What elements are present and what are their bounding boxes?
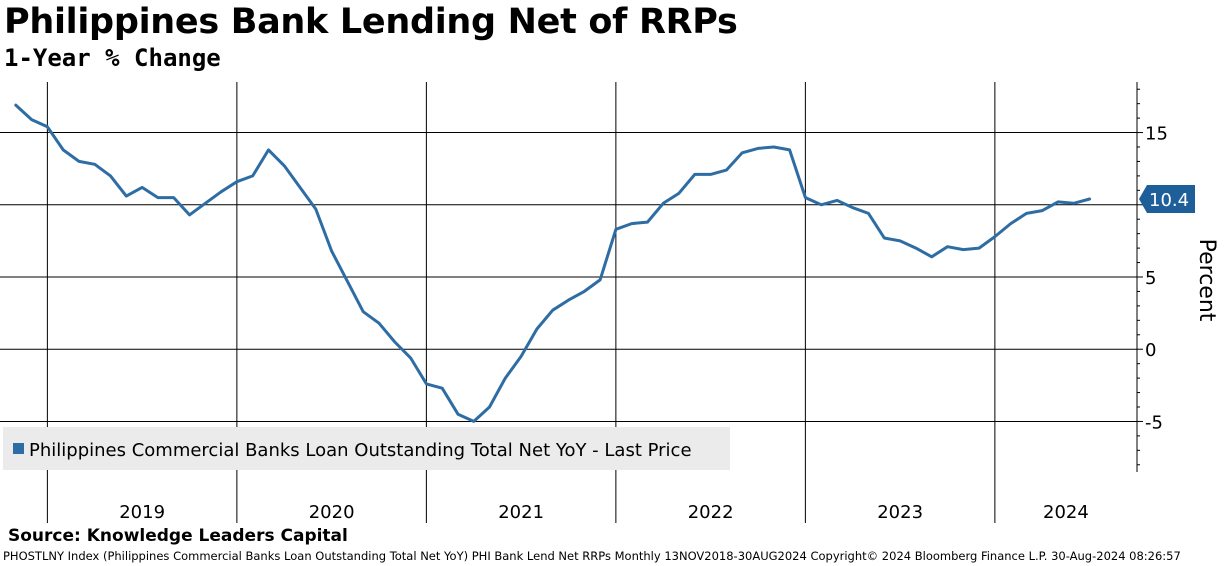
x-tick-label: 2021 bbox=[498, 502, 544, 523]
last-value-badge: 10.4 bbox=[1139, 185, 1195, 213]
x-tick-label: 2024 bbox=[1043, 502, 1089, 523]
series-line bbox=[14, 103, 1092, 423]
y-tick-label: 0 bbox=[1145, 340, 1156, 361]
legend: Philippines Commercial Banks Loan Outsta… bbox=[3, 427, 730, 470]
footer-note: PHOSTLNY Index (Philippines Commercial B… bbox=[3, 549, 1181, 563]
legend-label: Philippines Commercial Banks Loan Outsta… bbox=[29, 440, 692, 461]
x-tick-label: 2020 bbox=[309, 502, 355, 523]
y-axis-title: Percent bbox=[1194, 239, 1219, 322]
last-value-label: 10.4 bbox=[1149, 190, 1189, 211]
source-note: Source: Knowledge Leaders Capital bbox=[8, 526, 348, 546]
chart-subtitle: 1-Year % Change bbox=[4, 44, 221, 72]
y-axis: 151050-5 bbox=[1136, 82, 1168, 472]
y-tick-label: -5 bbox=[1145, 412, 1163, 433]
legend-swatch bbox=[13, 443, 24, 454]
y-tick-label: 15 bbox=[1145, 124, 1168, 145]
chart-title: Philippines Bank Lending Net of RRPs bbox=[4, 2, 738, 42]
x-tick-label: 2022 bbox=[688, 502, 734, 523]
x-axis: 2019 2020 2021 2022 2023 2024 bbox=[119, 502, 1089, 523]
x-tick-label: 2019 bbox=[119, 502, 165, 523]
y-tick-label: 5 bbox=[1145, 268, 1156, 289]
x-tick-label: 2023 bbox=[877, 502, 923, 523]
